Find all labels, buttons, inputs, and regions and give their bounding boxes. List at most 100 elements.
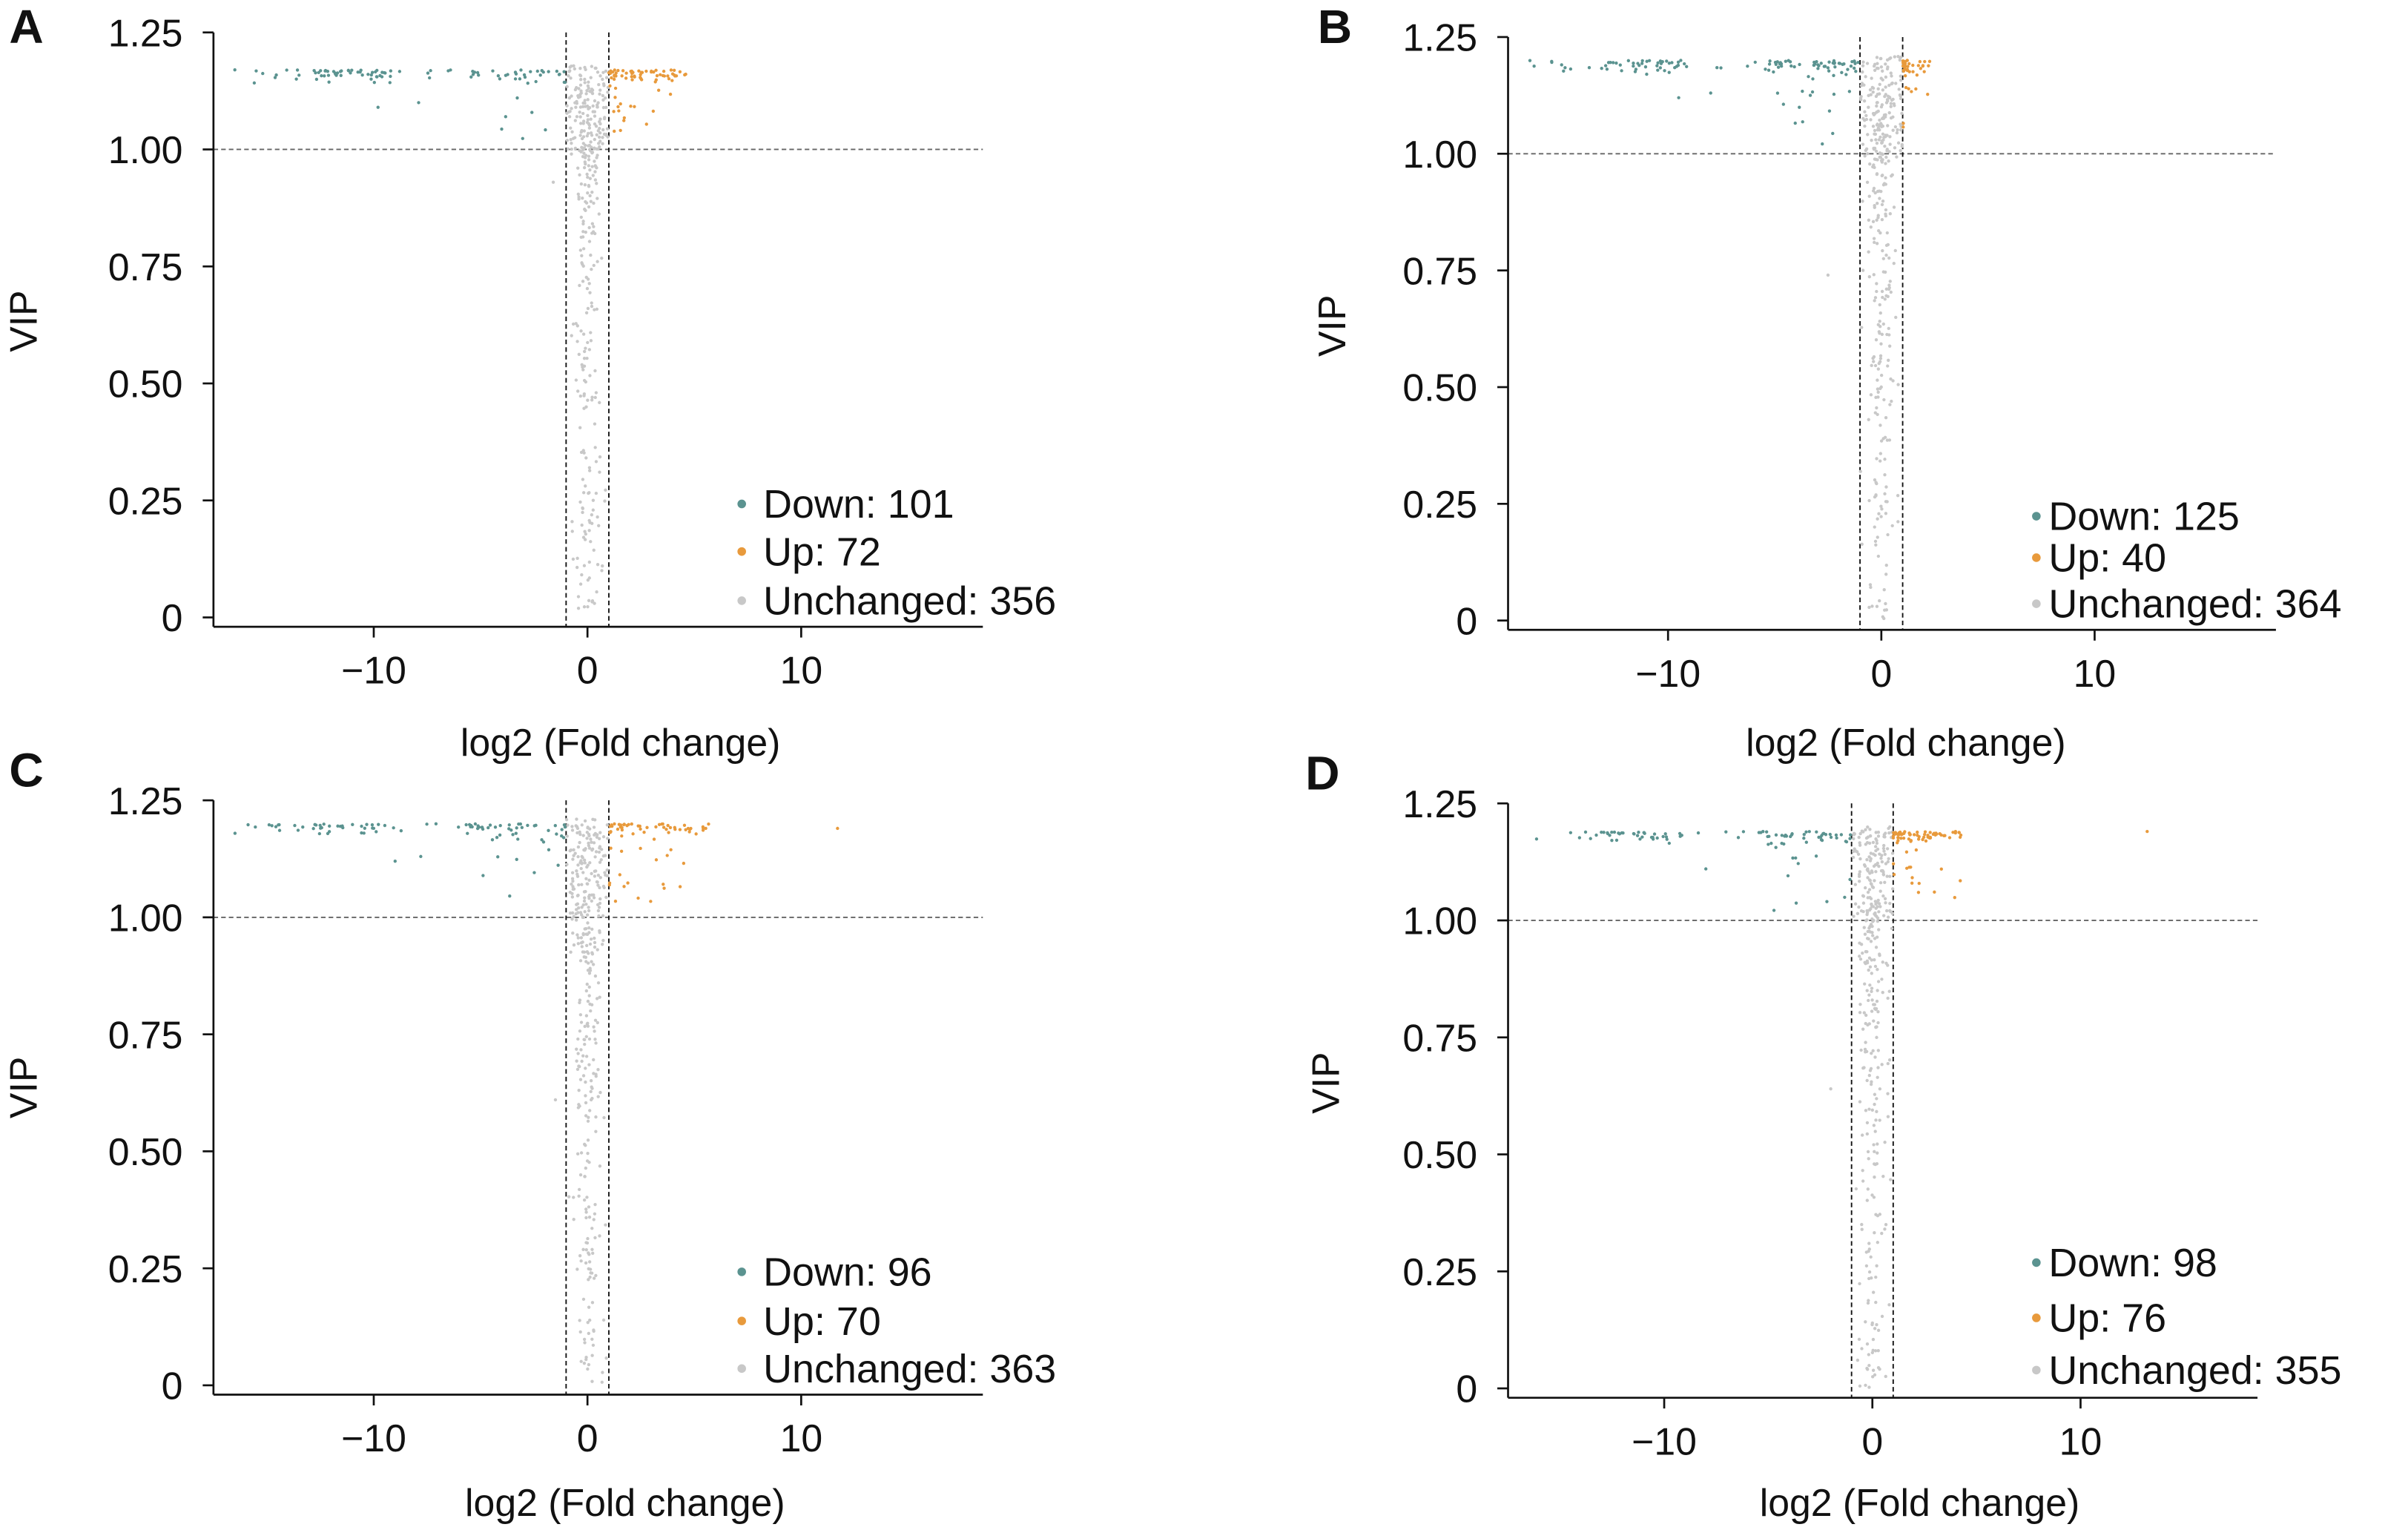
data-point-down	[1609, 60, 1612, 65]
data-point-up	[617, 109, 621, 113]
data-point-unchanged	[1864, 117, 1869, 122]
data-point-unchanged	[579, 936, 584, 940]
data-point-unchanged	[1868, 834, 1873, 838]
data-point-unchanged	[576, 1052, 580, 1055]
data-point-unchanged	[579, 329, 583, 333]
data-point-unchanged	[598, 1164, 602, 1168]
data-point-unchanged	[1867, 926, 1871, 930]
data-point-down	[274, 825, 278, 828]
data-point-unchanged	[1885, 874, 1889, 878]
data-point-unchanged	[1872, 237, 1876, 240]
data-point-down	[1667, 841, 1671, 845]
data-point-unchanged	[1875, 999, 1879, 1003]
data-point-unchanged	[567, 96, 572, 100]
data-point-unchanged	[587, 1115, 590, 1119]
data-point-unchanged	[567, 1195, 571, 1198]
data-point-unchanged	[1873, 1231, 1876, 1235]
data-point-down	[1675, 65, 1679, 68]
data-point-unchanged	[1883, 144, 1887, 148]
data-point-unchanged	[603, 96, 607, 100]
panel-label-d: D	[1305, 747, 1339, 800]
data-point-up	[666, 74, 670, 78]
data-point-unchanged	[593, 936, 596, 940]
data-point-unchanged	[587, 529, 591, 532]
data-point-down	[1603, 64, 1608, 67]
data-point-unchanged	[1892, 205, 1896, 209]
data-point-down	[523, 75, 527, 79]
data-point-unchanged	[604, 69, 608, 73]
data-point-unchanged	[584, 1248, 588, 1252]
data-point-unchanged	[1883, 297, 1887, 301]
data-point-up	[687, 830, 691, 834]
data-point-unchanged	[1863, 982, 1867, 986]
data-point-unchanged	[596, 101, 600, 105]
data-point-down	[1846, 67, 1850, 71]
data-point-unchanged	[578, 911, 583, 914]
data-point-unchanged	[1863, 124, 1867, 128]
data-point-unchanged	[1899, 78, 1903, 82]
data-point-up	[639, 846, 642, 851]
data-point-unchanged	[1880, 1231, 1884, 1236]
data-point-unchanged	[1867, 1022, 1871, 1026]
data-point-unchanged	[1873, 1130, 1877, 1133]
data-point-unchanged	[1858, 1282, 1861, 1286]
data-point-down	[369, 77, 373, 81]
data-point-down	[313, 822, 317, 826]
data-point-unchanged	[598, 88, 602, 92]
data-point-down	[560, 828, 564, 831]
data-point-up	[608, 84, 612, 88]
data-point-unchanged	[586, 1236, 590, 1241]
data-point-unchanged	[587, 240, 592, 243]
data-point-down	[547, 70, 550, 73]
data-point-up	[622, 822, 626, 826]
data-point-unchanged	[1868, 871, 1872, 875]
data-point-unchanged	[1887, 989, 1891, 993]
data-point-unchanged	[586, 84, 590, 88]
data-point-down	[517, 822, 521, 826]
data-point-down	[1789, 834, 1792, 839]
data-point-unchanged	[590, 151, 595, 154]
data-point-unchanged	[1898, 58, 1902, 62]
data-point-unchanged	[578, 1000, 581, 1005]
data-point-up	[1891, 836, 1896, 840]
data-point-unchanged	[1890, 851, 1895, 855]
data-point-unchanged	[1878, 332, 1881, 335]
data-point-unchanged	[596, 880, 599, 884]
data-point-unchanged	[1896, 55, 1900, 59]
data-point-unchanged	[585, 88, 589, 93]
data-point-unchanged	[577, 195, 581, 199]
data-point-unchanged	[578, 426, 582, 429]
data-point-unchanged	[1872, 1290, 1876, 1294]
data-point-unchanged	[1856, 1358, 1860, 1362]
data-point-up	[654, 825, 658, 829]
data-point-unchanged	[590, 927, 594, 931]
data-point-unchanged	[575, 874, 580, 878]
data-point-up	[1897, 831, 1901, 835]
data-point-unchanged	[598, 117, 602, 121]
data-point-unchanged	[1884, 512, 1888, 515]
data-point-unchanged	[594, 1130, 598, 1133]
data-point-unchanged	[578, 582, 583, 586]
data-point-down	[360, 73, 364, 77]
x-tick-label-b: 10	[2074, 652, 2117, 695]
data-point-up	[650, 69, 653, 73]
y-tick-label-b: 0.75	[1402, 249, 1477, 292]
data-point-unchanged	[1851, 850, 1856, 854]
data-point-down	[1746, 65, 1749, 68]
data-point-up	[686, 826, 690, 831]
data-point-unchanged	[581, 915, 584, 920]
data-point-down	[323, 74, 326, 78]
data-point-unchanged	[1896, 383, 1900, 386]
data-point-unchanged	[1890, 74, 1893, 78]
data-point-down	[366, 73, 370, 76]
points-d	[1534, 825, 2149, 1389]
data-point-unchanged	[586, 191, 590, 195]
data-point-unchanged	[604, 76, 609, 79]
data-point-down	[526, 823, 530, 828]
data-point-unchanged	[578, 173, 581, 177]
data-point-unchanged	[586, 131, 590, 136]
data-point-up	[1901, 64, 1905, 68]
data-point-unchanged	[1872, 148, 1876, 151]
data-point-unchanged	[576, 389, 580, 393]
data-point-up	[620, 834, 624, 838]
